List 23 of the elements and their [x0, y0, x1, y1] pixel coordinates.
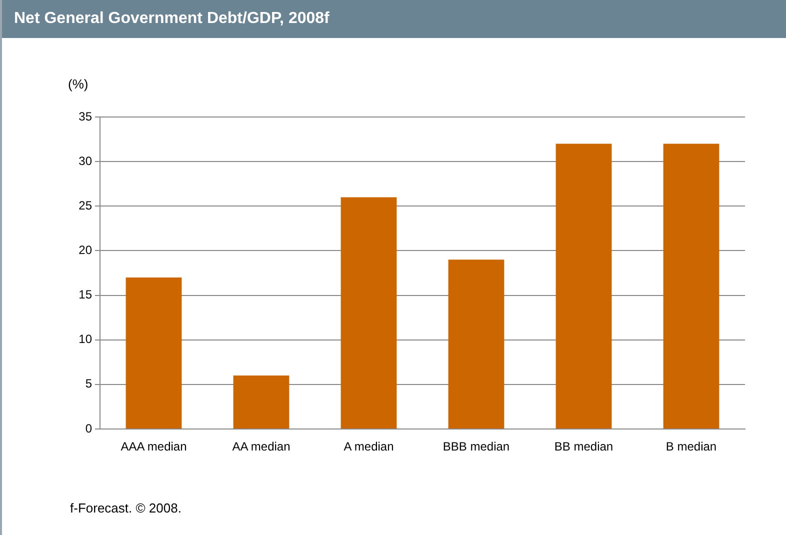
- y-tick-label: 0: [85, 421, 92, 436]
- bar: [233, 376, 290, 428]
- y-tick-label: 20: [78, 243, 92, 258]
- bar: [556, 144, 612, 428]
- x-tick-label: AA median: [232, 440, 290, 454]
- x-tick-label: A median: [344, 440, 394, 454]
- x-tick-label: AAA median: [120, 440, 187, 454]
- y-tick-label: 15: [78, 288, 92, 302]
- y-axis-title: (%): [68, 76, 88, 92]
- y-tick-label: 30: [78, 154, 92, 168]
- bar: [340, 197, 397, 428]
- y-tick-label: 5: [85, 376, 92, 391]
- y-tick-label: 25: [78, 198, 92, 212]
- bar: [663, 144, 720, 428]
- y-tick-label: 35: [78, 109, 92, 124]
- text: f-Forecast. © 2008.: [70, 500, 182, 516]
- x-tick-label: BBB median: [442, 440, 510, 454]
- y-tick-label: 10: [78, 332, 92, 346]
- bar: [448, 260, 504, 428]
- bar: [126, 277, 182, 428]
- chart-title: Net General Government Debt/GDP, 2008f: [2, 0, 786, 38]
- x-tick-label: BB median: [554, 440, 614, 454]
- x-tick-label: B median: [666, 440, 717, 454]
